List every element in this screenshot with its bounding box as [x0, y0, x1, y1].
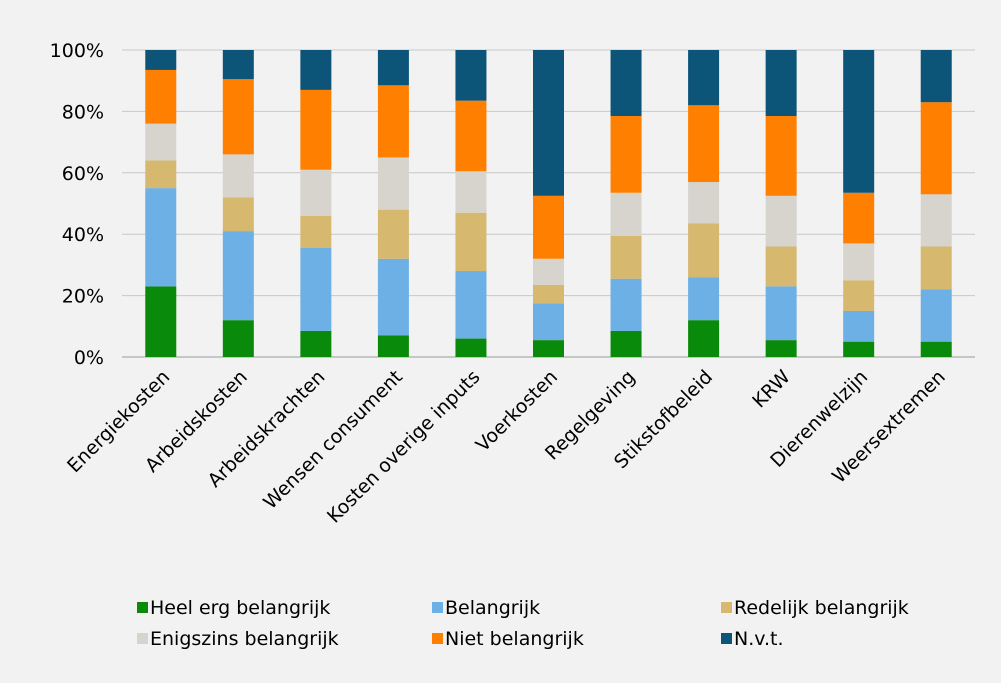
legend-label: Niet belangrijk — [445, 628, 584, 650]
bar-segment — [377, 85, 409, 158]
legend-label: Enigszins belangrijk — [150, 628, 339, 650]
bar-segment — [455, 50, 487, 101]
x-tick-label: KRW — [748, 366, 795, 413]
legend-swatch — [137, 633, 148, 644]
legend-label: Belangrijk — [445, 597, 540, 619]
legend-label: Redelijk belangrijk — [734, 597, 909, 619]
bar-segment — [688, 320, 720, 357]
legend-swatch — [432, 602, 443, 613]
bar-segment — [455, 171, 487, 213]
bar-segment — [920, 102, 952, 195]
legend-swatch — [432, 633, 443, 644]
bar-segment — [300, 215, 332, 249]
bar-segment — [843, 243, 875, 281]
bar-segment — [145, 160, 177, 189]
bar-segment — [533, 258, 564, 285]
legend-swatch — [721, 602, 732, 613]
y-tick-label: 100% — [50, 40, 104, 62]
bar-segment — [533, 340, 564, 357]
legend-swatch — [137, 602, 148, 613]
bar-segment — [145, 50, 177, 70]
bar-segment — [300, 89, 332, 170]
bars — [145, 50, 952, 357]
bar-segment — [222, 50, 254, 80]
bar-segment — [533, 284, 564, 304]
x-axis-tick-labels: EnergiekostenArbeidskostenArbeidskrachte… — [63, 366, 950, 528]
bar-segment — [843, 192, 875, 244]
bar-segment — [533, 303, 564, 341]
y-tick-label: 60% — [62, 163, 104, 185]
bar-segment — [145, 286, 177, 357]
bar-segment — [533, 50, 564, 196]
bar-segment — [920, 50, 952, 103]
bar-segment — [377, 258, 409, 336]
x-tick-label: Kosten overige inputs — [323, 366, 485, 528]
bar-segment — [765, 340, 797, 357]
legend-label: Heel erg belangrijk — [150, 597, 330, 619]
bar-segment — [843, 50, 875, 193]
bar-segment — [455, 338, 487, 357]
bar-segment — [610, 50, 642, 117]
legend-swatch — [721, 633, 732, 644]
bar-segment — [610, 330, 642, 357]
bar-segment — [145, 69, 177, 124]
bar-segment — [300, 248, 332, 331]
bar-segment — [688, 50, 720, 106]
bar-segment — [300, 169, 332, 216]
bar-segment — [843, 280, 875, 311]
bar-segment — [765, 286, 797, 341]
bar-segment — [688, 223, 720, 278]
bar-segment — [765, 50, 797, 117]
bar-segment — [145, 188, 177, 287]
bar-segment — [610, 116, 642, 193]
bar-segment — [377, 50, 409, 86]
bar-segment — [222, 231, 254, 321]
bar-segment — [610, 278, 642, 331]
bar-segment — [300, 50, 332, 90]
bar-segment — [688, 105, 720, 183]
bar-segment — [455, 212, 487, 272]
bar-segment — [843, 310, 875, 342]
bar-segment — [222, 79, 254, 155]
bar-segment — [843, 341, 875, 357]
bar-segment — [610, 235, 642, 279]
bar-segment — [377, 209, 409, 259]
y-tick-label: 40% — [62, 224, 104, 246]
bar-segment — [300, 330, 332, 357]
bar-segment — [765, 195, 797, 247]
bar-segment — [533, 195, 564, 259]
bar-segment — [377, 335, 409, 357]
y-axis-tick-labels: 0% 20% 40% 60% 80% 100% — [50, 40, 104, 369]
x-tick-label: Wensen consument — [259, 366, 407, 514]
bar-segment — [455, 100, 487, 172]
bar-segment — [222, 197, 254, 232]
bar-segment — [145, 123, 177, 161]
bar-segment — [455, 271, 487, 339]
legend-label: N.v.t. — [734, 628, 784, 650]
y-tick-label: 20% — [62, 286, 104, 308]
bar-segment — [920, 341, 952, 357]
legend: Heel erg belangrijk Belangrijk Redelijk be… — [137, 597, 909, 650]
bar-segment — [377, 157, 409, 210]
bar-segment — [920, 246, 952, 290]
bar-segment — [610, 192, 642, 236]
y-tick-label: 0% — [74, 347, 104, 369]
bar-segment — [688, 277, 720, 321]
bar-segment — [222, 154, 254, 198]
bar-segment — [765, 246, 797, 287]
bar-segment — [765, 116, 797, 196]
y-tick-label: 80% — [62, 101, 104, 123]
bar-segment — [920, 289, 952, 342]
bar-segment — [920, 194, 952, 247]
bar-segment — [222, 320, 254, 357]
bar-segment — [688, 182, 720, 224]
